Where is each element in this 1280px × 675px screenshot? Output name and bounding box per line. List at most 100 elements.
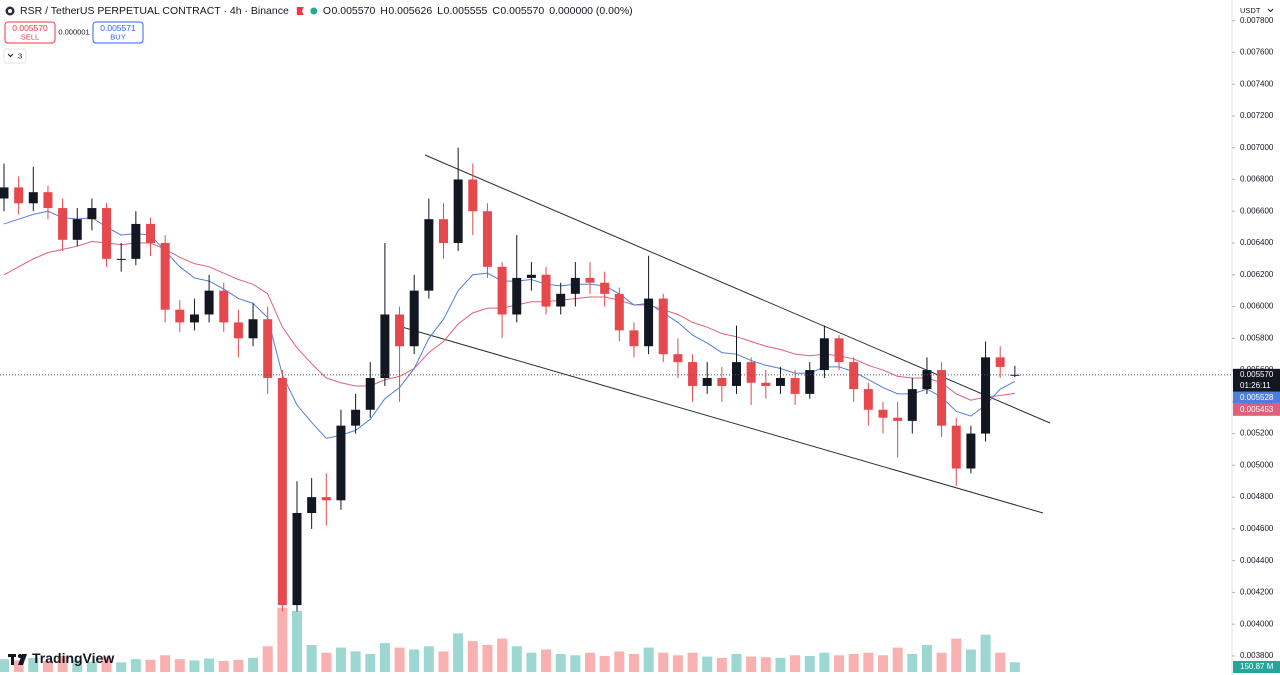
- indicators-toggle[interactable]: [3, 48, 27, 64]
- brand-logo-stem: [11, 654, 14, 665]
- volume-bar: [775, 657, 786, 672]
- volume-bar: [511, 646, 522, 672]
- candle-body: [761, 382, 771, 386]
- volume-bar: [423, 646, 434, 672]
- y-tick-label: 0.005000: [1240, 460, 1274, 469]
- candle-body: [629, 330, 639, 347]
- brand-logo-slash: [18, 654, 27, 665]
- sell-label: SELL: [21, 32, 39, 41]
- candle-body: [233, 322, 243, 339]
- candle-body: [424, 219, 434, 291]
- volume-bar: [819, 652, 830, 672]
- candle-body: [146, 223, 155, 243]
- candle-body: [541, 274, 551, 307]
- sell-button[interactable]: [4, 21, 56, 44]
- ohlc-value: 0.005570: [500, 5, 544, 17]
- volume-bar: [907, 654, 918, 672]
- volume-bar: [394, 647, 405, 672]
- y-tick-label: 0.007400: [1240, 79, 1274, 88]
- candle-body: [14, 187, 24, 204]
- indicator-count: 3: [18, 51, 22, 60]
- volume-bar: [951, 638, 962, 672]
- candle-body: [805, 370, 815, 394]
- volume-bar: [365, 654, 376, 672]
- candle-body: [702, 378, 712, 386]
- candle-body: [600, 282, 610, 294]
- ohlc-key: L: [437, 5, 443, 17]
- candle-body: [43, 192, 53, 209]
- volume-bar: [292, 610, 302, 672]
- candle-body: [732, 362, 741, 386]
- volume-bar: [599, 655, 610, 672]
- candle-body: [160, 243, 170, 310]
- volume-bar: [936, 652, 947, 672]
- y-tick-label: 0.006600: [1240, 206, 1274, 215]
- volume-bar: [614, 651, 625, 672]
- volume-bar: [658, 652, 669, 672]
- volume-bar: [116, 662, 127, 672]
- candle-body: [189, 314, 199, 323]
- candle-body: [131, 223, 141, 259]
- ohlc-value: 0.005626: [388, 5, 432, 17]
- price-pane: [0, 147, 1232, 612]
- volume-bar: [702, 656, 713, 672]
- candle-body: [658, 298, 668, 355]
- market-status: [310, 7, 318, 15]
- trend-line-lower[interactable]: [394, 324, 1044, 514]
- volume-bar: [277, 607, 288, 672]
- symbol-title[interactable]: RSR / TetherUS PERPETUAL CONTRACT · 4h ·…: [20, 5, 289, 17]
- buy-label: BUY: [110, 32, 125, 41]
- candle-body: [951, 425, 961, 469]
- flag-icon[interactable]: [296, 7, 304, 15]
- volume-bar: [321, 652, 332, 672]
- ma-fast-label: 0.005528: [1240, 393, 1274, 402]
- candle-body: [497, 266, 507, 315]
- volume-bar: [13, 660, 24, 672]
- candle-body: [87, 208, 97, 220]
- volume-bar: [497, 638, 508, 672]
- volume-bar: [965, 649, 976, 672]
- volume-bar: [248, 657, 259, 672]
- volume-bar: [145, 659, 156, 672]
- volume-bar: [848, 654, 859, 672]
- candle-body: [688, 362, 698, 386]
- candle-body: [907, 389, 917, 421]
- candle-body: [219, 290, 229, 323]
- buy-button[interactable]: [92, 21, 144, 44]
- volume-bar: [980, 634, 991, 672]
- candle-body: [937, 370, 947, 426]
- y-tick-label: 0.004000: [1240, 619, 1274, 628]
- volume-bar: [731, 654, 742, 672]
- y-tick-label: 0.005800: [1240, 333, 1274, 342]
- candle-body: [28, 192, 38, 204]
- volume-bar: [790, 655, 801, 672]
- last-price-label: 0.005570: [1240, 370, 1274, 379]
- candle-body: [277, 378, 287, 606]
- candle-body: [512, 277, 522, 315]
- volume-bar: [42, 661, 53, 672]
- volume-bar: [995, 652, 1006, 672]
- volume-bar: [834, 655, 845, 672]
- volume-bar: [643, 647, 654, 672]
- candle-body: [717, 378, 727, 386]
- volume-bar: [218, 661, 229, 672]
- volume-bar: [716, 657, 727, 672]
- volume-bar: [306, 645, 317, 672]
- volume-bar: [570, 655, 581, 672]
- y-tick-label: 0.007600: [1240, 48, 1274, 57]
- ohlc-key: C: [492, 5, 500, 17]
- currency[interactable]: USDT: [1240, 6, 1261, 15]
- candle-body: [863, 389, 873, 410]
- volume-bar: [204, 658, 215, 672]
- ma-slow-line: [3, 240, 1015, 401]
- ma-fast-label-bg: [1233, 391, 1280, 404]
- candle-body: [307, 497, 317, 513]
- candle-body: [102, 208, 112, 259]
- volume-bar: [863, 652, 874, 672]
- volume-bar: [86, 661, 97, 672]
- candle-body: [526, 274, 536, 278]
- y-tick-label: 0.004400: [1240, 556, 1274, 565]
- volume-bar: [555, 654, 566, 672]
- candle-body: [263, 319, 273, 378]
